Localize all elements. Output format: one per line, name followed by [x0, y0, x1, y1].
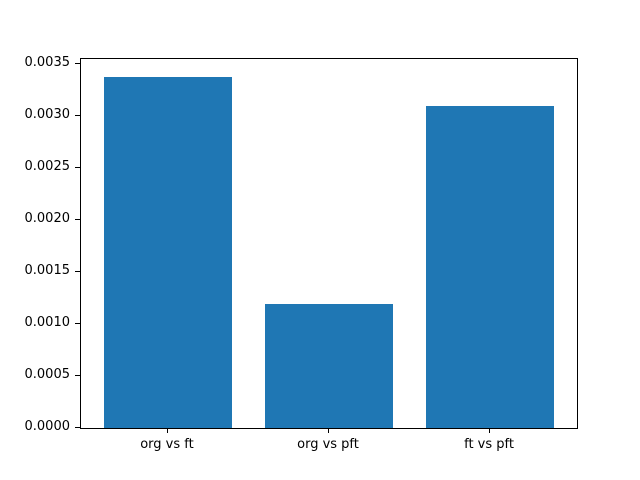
y-tick-label: 0.0005: [24, 366, 71, 382]
x-tick-mark: [166, 428, 168, 433]
x-tick-mark: [328, 428, 329, 433]
y-tick-label: 0.0000: [24, 419, 71, 434]
y-tick-label: 0.0025: [24, 158, 71, 174]
bar: [264, 304, 394, 428]
y-tick-label: 0.0030: [24, 106, 71, 122]
y-tick-label: 0.0020: [24, 210, 71, 226]
plot-area: [80, 58, 578, 429]
bar: [425, 105, 555, 428]
y-tick-mark: [75, 427, 80, 428]
x-tick-mark: [489, 428, 491, 433]
y-tick-mark: [75, 322, 80, 324]
y-tick-mark: [75, 166, 80, 168]
y-tick-label: 0.0015: [24, 262, 71, 278]
y-tick-mark: [75, 114, 80, 116]
y-tick-mark: [75, 374, 80, 376]
y-tick-mark: [75, 62, 80, 64]
bars-layer: [81, 59, 577, 428]
x-tick-label: ft vs pft: [464, 437, 514, 452]
y-tick-mark: [75, 270, 80, 272]
y-tick-label: 0.0035: [24, 54, 71, 70]
bar: [103, 76, 233, 428]
x-tick-label: org vs ft: [140, 437, 194, 452]
x-tick-label: org vs pft: [297, 437, 359, 452]
y-tick-mark: [75, 218, 80, 220]
y-tick-label: 0.0010: [24, 314, 71, 330]
